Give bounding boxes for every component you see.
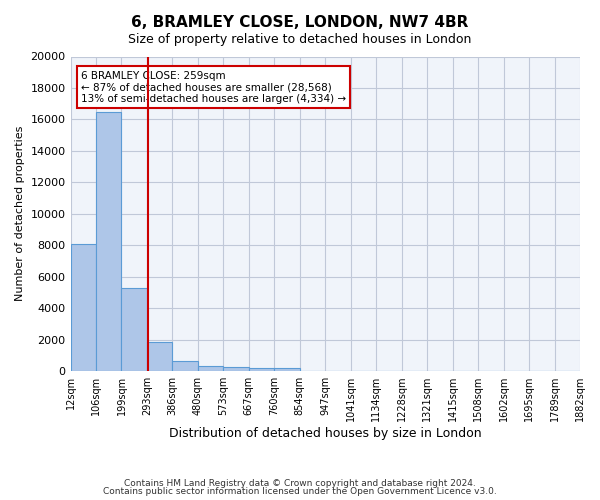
Text: Contains public sector information licensed under the Open Government Licence v3: Contains public sector information licen… [103, 487, 497, 496]
Text: Size of property relative to detached houses in London: Size of property relative to detached ho… [128, 32, 472, 46]
Text: 6, BRAMLEY CLOSE, LONDON, NW7 4BR: 6, BRAMLEY CLOSE, LONDON, NW7 4BR [131, 15, 469, 30]
Bar [274, 368, 300, 371]
Y-axis label: Number of detached properties: Number of detached properties [15, 126, 25, 302]
Bar [121, 288, 147, 371]
Bar [223, 366, 249, 371]
Bar [147, 342, 172, 371]
Bar [172, 361, 198, 371]
Bar [96, 112, 121, 371]
Text: 6 BRAMLEY CLOSE: 259sqm
← 87% of detached houses are smaller (28,568)
13% of sem: 6 BRAMLEY CLOSE: 259sqm ← 87% of detache… [81, 70, 346, 104]
X-axis label: Distribution of detached houses by size in London: Distribution of detached houses by size … [169, 427, 482, 440]
Bar [71, 244, 96, 371]
Bar [198, 366, 223, 371]
Text: Contains HM Land Registry data © Crown copyright and database right 2024.: Contains HM Land Registry data © Crown c… [124, 478, 476, 488]
Bar [249, 368, 274, 371]
